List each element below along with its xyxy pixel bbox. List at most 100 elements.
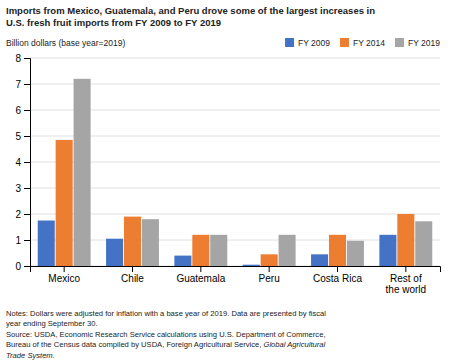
- legend-label: FY 2014: [353, 38, 385, 48]
- bar: [311, 254, 328, 266]
- legend: FY 2009 FY 2014 FY 2019: [285, 38, 440, 48]
- y-tick-label: 4: [15, 157, 21, 168]
- y-axis-title: Billion dollars (base year=2019): [6, 38, 125, 48]
- bar: [279, 235, 296, 266]
- x-tick-label-line: Peru: [259, 273, 280, 284]
- bar: [56, 140, 73, 266]
- x-tick-mark: [405, 266, 406, 272]
- title-line: Imports from Mexico, Guatemala, and Peru…: [6, 5, 375, 16]
- y-tick-mark: [24, 266, 30, 267]
- y-tick-label: 0: [15, 261, 21, 272]
- x-tick-mark: [337, 266, 338, 272]
- bar: [397, 214, 414, 266]
- x-tick: Rest ofthe world: [386, 266, 427, 295]
- x-tick-label-line: Guatemala: [176, 273, 225, 284]
- legend-label: FY 2009: [298, 38, 330, 48]
- x-tick-label: Rest ofthe world: [386, 273, 427, 295]
- note: Trade System.: [6, 351, 55, 360]
- x-tick-label-line: the world: [386, 284, 427, 295]
- grid-line: [30, 136, 440, 137]
- y-tick-mark: [24, 240, 30, 241]
- y-tick-mark: [24, 136, 30, 137]
- x-tick-label-line: Mexico: [48, 273, 80, 284]
- y-axis: 0 1 2 3 4 5 6 7 8: [15, 53, 30, 272]
- chart: Imports from Mexico, Guatemala, and Peru…: [0, 0, 450, 364]
- y-tick-label: 8: [15, 53, 21, 64]
- grid-line: [30, 110, 440, 111]
- y-tick-mark: [24, 58, 30, 59]
- bar: [329, 235, 346, 266]
- y-tick-label: 3: [15, 183, 21, 194]
- note: Source: USDA, Economic Research Service …: [6, 330, 326, 339]
- x-tick-label: Guatemala: [176, 273, 225, 284]
- legend-item: FY 2019: [395, 38, 440, 48]
- y-tick: 4: [15, 157, 30, 168]
- note: Notes: Dollars were adjusted for inflati…: [6, 309, 326, 318]
- x-tick-mark: [200, 266, 201, 272]
- bar: [192, 235, 209, 266]
- x-tick: Peru: [259, 266, 280, 284]
- y-tick: 8: [15, 53, 30, 64]
- x-tick-label: Mexico: [48, 273, 80, 284]
- bar-series: [56, 140, 415, 266]
- bar: [124, 217, 141, 266]
- y-tick: 6: [15, 105, 30, 116]
- x-tick-mark: [132, 266, 133, 272]
- y-tick-mark: [24, 110, 30, 111]
- grid-line: [30, 162, 440, 163]
- x-tick: Mexico: [48, 266, 80, 284]
- x-tick: Guatemala: [176, 266, 225, 284]
- x-tick-mark: [64, 266, 65, 272]
- y-tick: 3: [15, 183, 30, 194]
- grid-line: [30, 214, 440, 215]
- y-tick-label: 1: [15, 235, 21, 246]
- note: year ending September 30.: [6, 319, 98, 328]
- x-tick-label-line: Chile: [121, 273, 144, 284]
- bar-series: [74, 79, 433, 266]
- bar: [210, 235, 227, 266]
- bar: [261, 254, 278, 266]
- y-tick-label: 5: [15, 131, 21, 142]
- x-tick-label: Chile: [121, 273, 144, 284]
- x-tick: Costa Rica: [313, 266, 362, 284]
- plot: 0 1 2 3 4 5 6 7 8 Mexico Chile Guatemala Peru Costa R…: [15, 53, 440, 295]
- y-tick: 5: [15, 131, 30, 142]
- legend-label: FY 2019: [408, 38, 440, 48]
- y-tick: 0: [15, 261, 30, 272]
- x-axis-line: [31, 267, 441, 273]
- bars: [38, 79, 433, 266]
- notes: Notes: Dollars were adjusted for inflati…: [6, 309, 326, 360]
- bar: [174, 256, 191, 266]
- x-tick: Chile: [121, 266, 144, 284]
- legend-swatch: [340, 38, 349, 47]
- grid-line: [30, 240, 440, 241]
- bar: [347, 241, 364, 266]
- title-line: U.S. fresh fruit imports from FY 2009 to…: [6, 17, 221, 28]
- y-tick-mark: [24, 84, 30, 85]
- legend-swatch: [395, 38, 404, 47]
- y-tick-mark: [24, 162, 30, 163]
- x-tick-label-line: Costa Rica: [313, 273, 362, 284]
- y-tick-mark: [24, 214, 30, 215]
- grid: [30, 58, 440, 266]
- x-tick-label: Costa Rica: [313, 273, 362, 284]
- legend-item: FY 2014: [340, 38, 385, 48]
- y-tick: 2: [15, 209, 30, 220]
- note-run: Global Agricultural: [263, 340, 325, 349]
- grid-line: [30, 84, 440, 85]
- y-tick-label: 7: [15, 79, 21, 90]
- x-tick-label: Peru: [259, 273, 280, 284]
- x-tick-mark: [269, 266, 270, 272]
- bar-series: [38, 221, 397, 267]
- legend-item: FY 2009: [285, 38, 330, 48]
- bar: [415, 221, 432, 266]
- grid-line: [30, 188, 440, 189]
- y-axis-line: [24, 59, 31, 267]
- bar: [243, 265, 260, 266]
- title: Imports from Mexico, Guatemala, and Peru…: [6, 5, 375, 28]
- legend-swatch: [285, 38, 294, 47]
- note: Bureau of the Census data compiled by US…: [6, 340, 326, 349]
- y-tick: 7: [15, 79, 30, 90]
- y-tick-mark: [24, 188, 30, 189]
- bar: [38, 221, 55, 267]
